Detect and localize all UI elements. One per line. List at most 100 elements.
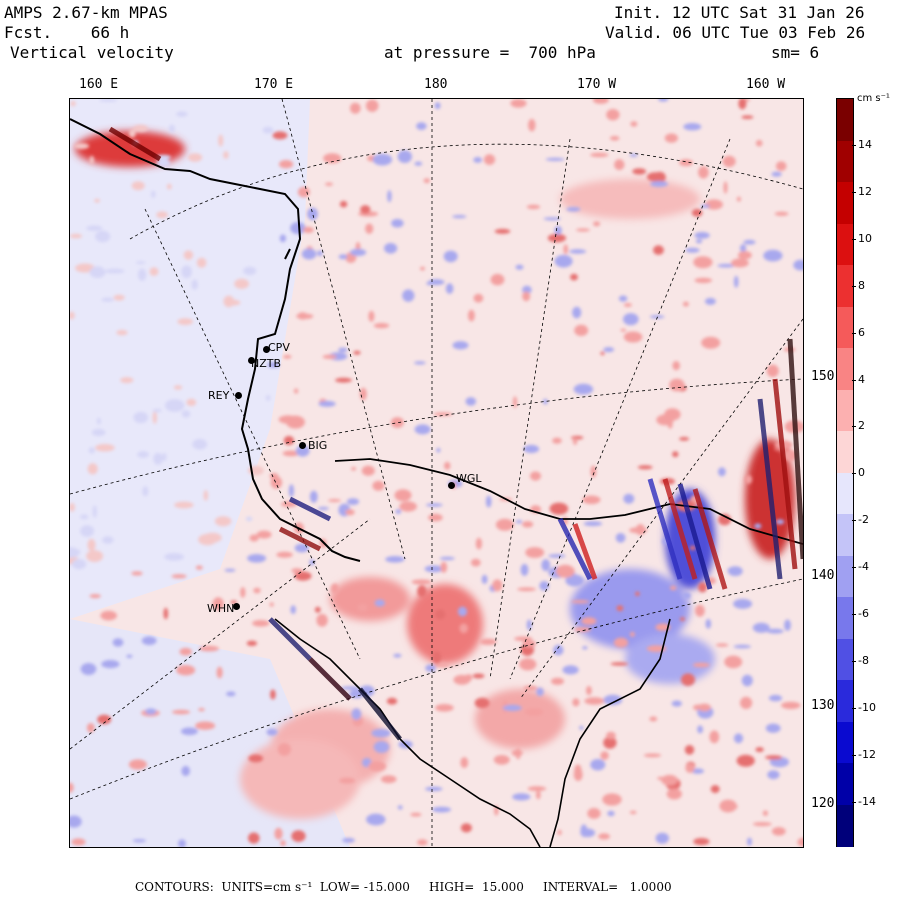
velocity-speckle: [649, 315, 665, 319]
velocity-speckle: [526, 619, 532, 631]
velocity-speckle: [738, 99, 747, 110]
velocity-speckle: [543, 398, 548, 405]
velocity-speckle: [657, 776, 665, 781]
velocity-speckle: [766, 628, 784, 634]
velocity-speckle: [629, 153, 638, 157]
velocity-speckle: [417, 839, 428, 846]
velocity-speckle: [709, 730, 720, 744]
velocity-speckle: [410, 812, 422, 817]
velocity-speckle: [740, 696, 753, 710]
velocity-speckle: [671, 700, 682, 707]
velocity-speckle: [493, 755, 510, 765]
velocity-speckle: [593, 221, 601, 227]
velocity-speckle: [101, 660, 120, 669]
velocity-speckle: [283, 435, 295, 446]
velocity-speckle: [562, 665, 579, 675]
velocity-speckle: [374, 599, 385, 607]
velocity-band: [692, 488, 728, 590]
velocity-band: [268, 617, 312, 661]
velocity-speckle: [603, 347, 615, 353]
velocity-speckle: [173, 385, 183, 390]
colorbar-segment: [837, 431, 853, 473]
velocity-speckle: [397, 805, 403, 810]
velocity-speckle: [698, 582, 707, 593]
velocity-speckle: [554, 225, 562, 235]
valid-time: Valid. 06 UTC Tue 03 Feb 26: [605, 23, 866, 42]
velocity-speckle: [74, 143, 90, 150]
velocity-speckle: [590, 152, 609, 158]
velocity-speckle: [366, 813, 386, 826]
velocity-speckle: [156, 159, 171, 168]
velocity-speckle: [132, 839, 146, 843]
velocity-speckle: [522, 521, 534, 528]
velocity-speckle: [133, 124, 148, 133]
velocity-speckle: [548, 554, 566, 558]
velocity-speckle: [296, 313, 314, 319]
colorbar-tick-label: -4: [858, 560, 869, 574]
colorbar-segment: [837, 389, 853, 432]
velocity-band: [288, 496, 332, 522]
velocity-speckle: [391, 218, 404, 228]
velocity-speckle: [600, 351, 605, 356]
colorbar-segment: [837, 182, 853, 224]
plateau-downdraft-field: [70, 99, 310, 619]
velocity-speckle: [460, 757, 469, 769]
velocity-speckle: [615, 533, 626, 543]
velocity-speckle: [183, 250, 194, 260]
velocity-speckle: [613, 637, 629, 648]
colorbar-segment: [837, 472, 853, 515]
velocity-speckle: [384, 243, 398, 254]
velocity-speckle: [672, 451, 679, 458]
velocity-speckle: [700, 204, 710, 208]
colorbar-tick-mark: [852, 426, 856, 428]
velocity-speckle: [267, 362, 280, 368]
velocity-speckle: [522, 291, 531, 302]
velocity-band: [557, 517, 593, 581]
velocity-speckle: [338, 254, 348, 260]
velocity-speckle: [425, 664, 436, 672]
velocity-speckle: [736, 754, 755, 767]
velocity-speckle: [630, 121, 638, 127]
velocity-speckle: [515, 264, 524, 270]
velocity-speckle: [433, 663, 450, 667]
velocity-speckle: [163, 607, 169, 620]
velocity-band: [308, 657, 352, 701]
velocity-speckle: [72, 559, 87, 570]
velocity-speckle: [563, 244, 568, 255]
velocity-speckle: [102, 536, 114, 544]
velocity-speckle: [150, 190, 156, 199]
velocity-speckle: [426, 503, 443, 507]
colorbar-segment: [837, 638, 853, 681]
velocity-speckle: [755, 139, 763, 147]
velocity-speckle: [666, 788, 682, 800]
velocity-speckle: [89, 594, 101, 599]
colorbar-tick-mark: [852, 567, 856, 569]
velocity-speckle: [116, 329, 128, 336]
velocity-speckle: [94, 198, 100, 203]
velocity-speckle: [774, 211, 789, 216]
velocity-speckle: [582, 646, 588, 650]
velocity-speckle: [695, 239, 703, 244]
velocity-speckle: [425, 786, 443, 792]
velocity-speckle: [214, 516, 232, 527]
velocity-speckle: [303, 226, 314, 233]
station-dot-rey: [235, 392, 242, 399]
velocity-speckle: [195, 721, 216, 730]
velocity-speckle: [70, 502, 75, 512]
velocity-speckle: [541, 559, 551, 572]
velocity-speckle: [781, 701, 801, 710]
velocity-speckle: [294, 543, 309, 553]
velocity-speckle: [523, 685, 538, 691]
velocity-speckle: [411, 579, 432, 585]
velocity-speckle: [345, 509, 355, 516]
velocity-speckle: [547, 233, 566, 243]
colorbar-segment: [837, 721, 853, 764]
velocity-speckle: [653, 245, 664, 255]
velocity-speckle: [643, 753, 662, 758]
velocity-speckle: [137, 451, 149, 458]
colorbar-tick-mark: [852, 707, 856, 709]
colorbar-tick-label: 6: [858, 325, 865, 339]
velocity-speckle: [164, 553, 184, 561]
velocity-speckle: [573, 383, 594, 395]
velocity-speckle: [288, 484, 294, 498]
